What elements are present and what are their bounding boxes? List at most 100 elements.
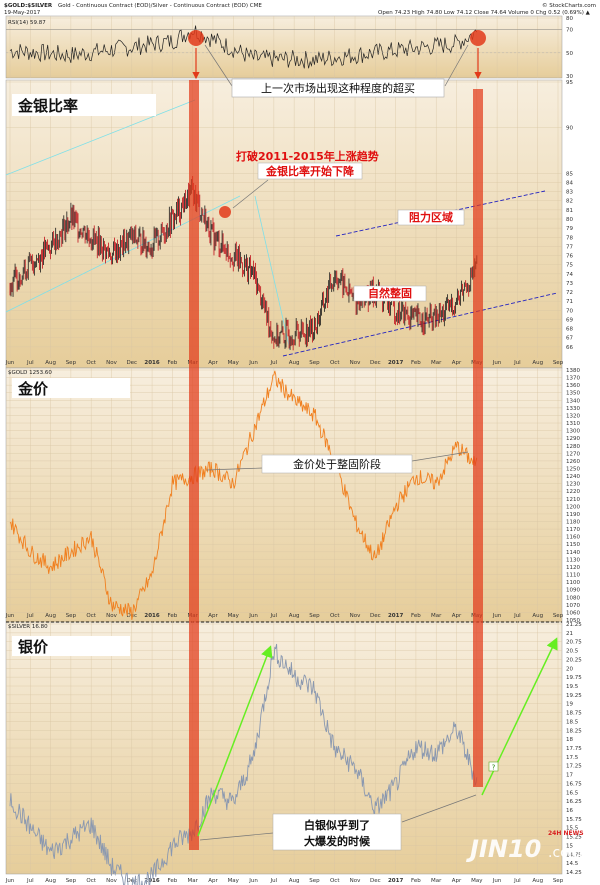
y-tick-label: 19.75 <box>566 675 582 681</box>
x-tick-label: Sep <box>309 613 320 619</box>
x-tick-label: May <box>228 878 240 884</box>
uptrend-line-upper <box>5 99 196 176</box>
y-tick-label: 75 <box>566 263 573 269</box>
y-tick-label: 71 <box>566 299 573 305</box>
x-tick-label: Mar <box>431 878 442 884</box>
y-tick-label: 1200 <box>566 504 580 510</box>
y-tick-label: 80 <box>566 16 573 22</box>
ratio-title-box <box>12 94 156 116</box>
y-tick-label: 67 <box>566 336 573 342</box>
y-tick-label: 1190 <box>566 512 580 518</box>
x-tick-label: Nov <box>106 878 117 884</box>
x-tick-label: Sep <box>553 613 564 619</box>
x-tick-label: Dec <box>126 878 137 884</box>
y-tick-label: 1050 <box>566 618 580 624</box>
y-tick-label: 1310 <box>566 421 580 427</box>
x-tick-label: Aug <box>45 360 56 366</box>
x-tick-label: Dec <box>126 360 137 366</box>
question-box <box>488 761 499 772</box>
y-tick-label: 15 <box>566 843 573 849</box>
trend-break-line1: 打破2011-2015年上涨趋势 <box>236 149 379 163</box>
y-tick-label: 68 <box>566 327 573 333</box>
x-tick-label: Feb <box>411 360 421 366</box>
chart-header: $GOLD:$SILVER Gold - Continuous Contract… <box>4 2 596 16</box>
silver-label: $SILVER 16.80 <box>8 624 48 630</box>
silver-callout-left <box>199 832 274 841</box>
x-tick-label: 2017 <box>388 613 403 619</box>
y-tick-label: 50 <box>566 51 573 57</box>
y-tick-label: 19 <box>566 702 573 708</box>
watermark: JIN10 .com 24H NEWS <box>466 830 584 863</box>
header-symbol: $GOLD:$SILVER <box>4 3 53 9</box>
annotation-silver: 白银似乎到了 大爆发的时候 <box>199 794 477 851</box>
y-tick-label: 15.75 <box>566 817 582 823</box>
gold-consolidation-box <box>261 454 413 474</box>
x-tick-label: Jun <box>5 613 15 619</box>
x-tick-label: Jun <box>492 878 502 884</box>
x-tick-label: Sep <box>553 878 564 884</box>
gold-consolidation-label: 金价处于整固阶段 <box>293 457 381 471</box>
x-tick-label: Apr <box>452 360 462 366</box>
y-tick-label: 1330 <box>566 406 580 412</box>
x-tick-label: Feb <box>411 878 421 884</box>
gold-callout-right <box>411 451 469 462</box>
highlight-band-2017 <box>473 89 483 787</box>
watermark-text: JIN10 <box>466 835 541 863</box>
x-tick-label: Nov <box>106 613 117 619</box>
x-tick-label: May <box>228 613 240 619</box>
y-tick-label: 1210 <box>566 497 580 503</box>
y-tick-label: 1350 <box>566 391 580 397</box>
rsi-series <box>6 25 562 69</box>
trend-break-callout <box>232 179 269 209</box>
x-tick-label: Mar <box>431 360 442 366</box>
x-tick-label: Dec <box>370 360 381 366</box>
x-tick-label: Dec <box>370 878 381 884</box>
y-tick-label: 1320 <box>566 413 580 419</box>
x-tick-label: Jul <box>513 360 521 366</box>
y-tick-label: 1060 <box>566 610 580 616</box>
y-tick-label: 1140 <box>566 550 580 556</box>
x-tick-label: Jul <box>513 613 521 619</box>
x-tick-label: Jul <box>270 878 278 884</box>
silver-note-line2: 大爆发的时候 <box>304 834 371 848</box>
x-tick-label: Aug <box>289 360 300 366</box>
y-tick-label: 1380 <box>566 368 580 374</box>
y-tick-label: 21 <box>566 631 573 637</box>
y-tick-label: 1080 <box>566 595 580 601</box>
y-tick-label: 74 <box>566 272 573 278</box>
y-tick-label: 20.75 <box>566 640 582 646</box>
downtrend-line <box>254 195 291 351</box>
y-tick-label: 1180 <box>566 520 580 526</box>
y-tick-label: 1260 <box>566 459 580 465</box>
silver-line <box>9 643 478 885</box>
y-tick-label: 16.5 <box>566 790 579 796</box>
y-tick-label: 1230 <box>566 482 580 488</box>
x-tick-label: Apr <box>452 613 462 619</box>
x-tick-label: Oct <box>86 878 96 884</box>
silver-note-line1: 白银似乎到了 <box>304 818 370 832</box>
x-tick-label: Sep <box>66 613 77 619</box>
x-tick-label: Sep <box>66 878 77 884</box>
x-tick-label: Oct <box>330 613 340 619</box>
x-tick-label: Apr <box>208 613 218 619</box>
x-tick-label: Jul <box>270 360 278 366</box>
y-tick-label: 15.5 <box>566 826 579 832</box>
rsi-panel <box>5 15 563 79</box>
x-tick-label: Oct <box>86 613 96 619</box>
gold-callout-left <box>206 467 263 471</box>
y-tick-label: 1250 <box>566 466 580 472</box>
x-tick-label: Feb <box>167 878 177 884</box>
trend-break-line2: 金银比率开始下降 <box>265 164 355 178</box>
x-tick-label: Mar <box>187 878 198 884</box>
resistance-box <box>397 209 465 226</box>
gold-series <box>9 370 478 620</box>
x-tick-label: Aug <box>289 613 300 619</box>
x-tick-label: Aug <box>289 878 300 884</box>
x-tick-label: Jun <box>248 613 258 619</box>
trend-break-marker <box>219 206 231 218</box>
silver-callout-right <box>401 794 477 823</box>
x-tick-label: Jul <box>26 360 34 366</box>
y-tick-label: 85 <box>566 171 573 177</box>
y-tick-label: 14.75 <box>566 852 582 858</box>
